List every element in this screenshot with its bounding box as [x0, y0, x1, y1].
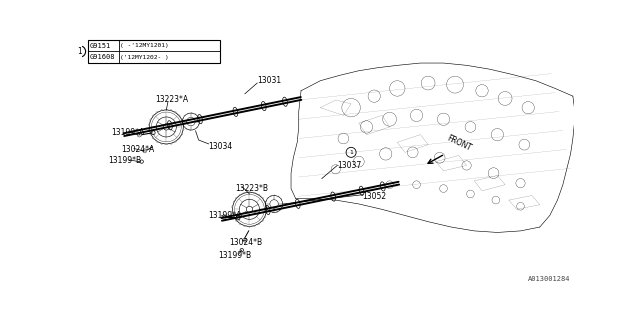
Text: ('12MY1202- ): ('12MY1202- ) [120, 55, 169, 60]
Text: 13031: 13031 [257, 76, 282, 85]
Text: 13034: 13034 [209, 142, 233, 151]
Text: 13199*A: 13199*A [209, 211, 242, 220]
Text: 13199*B: 13199*B [109, 156, 141, 164]
Text: 13024*B: 13024*B [230, 238, 262, 247]
Text: G91608: G91608 [90, 54, 115, 60]
Text: G9151: G9151 [90, 43, 111, 49]
Text: A013001284: A013001284 [528, 276, 570, 282]
Text: 13037: 13037 [337, 161, 362, 170]
Text: ( -'12MY1201): ( -'12MY1201) [120, 43, 169, 48]
Text: 13052: 13052 [363, 192, 387, 201]
Text: 13223*B: 13223*B [236, 184, 269, 193]
Text: 1: 1 [349, 150, 353, 155]
Text: 13199*B: 13199*B [219, 251, 252, 260]
Text: 13199*A: 13199*A [111, 128, 144, 137]
Text: 1: 1 [77, 47, 83, 56]
Bar [88, 40, 220, 63]
Text: 13024*A: 13024*A [122, 145, 155, 154]
Text: 13223*A: 13223*A [155, 95, 188, 105]
Text: FRONT: FRONT [445, 133, 472, 152]
